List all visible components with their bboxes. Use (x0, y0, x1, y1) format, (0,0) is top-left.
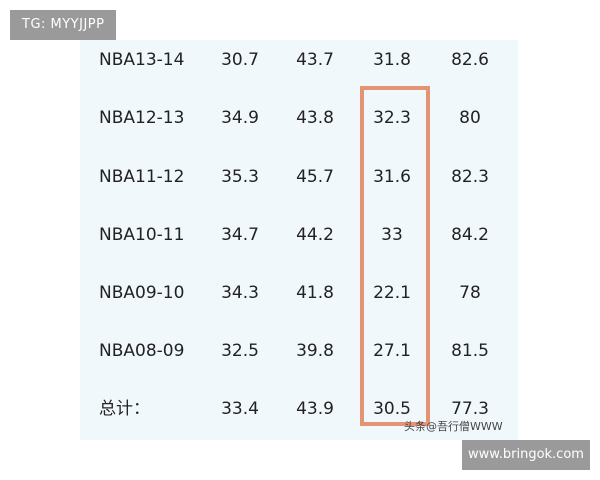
stat-col-3: 31.8 (373, 50, 411, 70)
stat-col-3: 31.6 (373, 167, 411, 187)
total-label: 总计： (99, 399, 150, 419)
stat-col-4: 81.5 (451, 341, 489, 361)
season-label: NBA09-10 (99, 283, 185, 303)
stat-col-3: 33 (381, 225, 403, 245)
stat-col-1: 34.9 (221, 108, 259, 128)
telegram-tag: TG: MYYJJPP (10, 10, 117, 40)
stat-col-4: 77.3 (451, 399, 489, 419)
season-label: NBA10-11 (99, 225, 185, 245)
stat-col-2: 43.7 (296, 50, 334, 70)
season-label: NBA08-09 (99, 341, 185, 361)
website-tag: www.bringok.com (462, 440, 590, 470)
stat-col-3: 22.1 (373, 283, 411, 303)
table-row: NBA13-14 30.7 43.7 31.8 82.6 (80, 40, 518, 80)
stat-col-1: 34.3 (221, 283, 259, 303)
stat-col-1: 33.4 (221, 399, 259, 419)
stat-col-2: 44.2 (296, 225, 334, 245)
season-label: NBA12-13 (99, 108, 185, 128)
column-highlight-box (360, 86, 430, 426)
table-row-total: 总计： 33.4 43.9 30.5 77.3 (80, 389, 518, 429)
stat-col-2: 41.8 (296, 283, 334, 303)
stat-col-2: 45.7 (296, 167, 334, 187)
stat-col-2: 43.8 (296, 108, 334, 128)
stat-col-3: 30.5 (373, 399, 411, 419)
table-row: NBA10-11 34.7 44.2 33 84.2 (80, 215, 518, 255)
stat-col-3: 27.1 (373, 341, 411, 361)
stat-col-4: 78 (459, 283, 481, 303)
table-row: NBA12-13 34.9 43.8 32.3 80 (80, 98, 518, 138)
stat-col-4: 84.2 (451, 225, 489, 245)
stat-col-3: 32.3 (373, 108, 411, 128)
stat-col-2: 39.8 (296, 341, 334, 361)
stat-col-4: 80 (459, 108, 481, 128)
season-label: NBA11-12 (99, 167, 185, 187)
stat-col-1: 30.7 (221, 50, 259, 70)
season-label: NBA13-14 (99, 50, 185, 70)
stat-col-4: 82.3 (451, 167, 489, 187)
stat-col-4: 82.6 (451, 50, 489, 70)
stats-table-panel (80, 40, 518, 440)
table-row: NBA08-09 32.5 39.8 27.1 81.5 (80, 331, 518, 371)
table-row: NBA11-12 35.3 45.7 31.6 82.3 (80, 157, 518, 197)
watermark-text: 头条@吾行僧WWW (404, 420, 503, 433)
stat-col-1: 35.3 (221, 167, 259, 187)
stat-col-1: 34.7 (221, 225, 259, 245)
stat-col-1: 32.5 (221, 341, 259, 361)
stat-col-2: 43.9 (296, 399, 334, 419)
table-row: NBA09-10 34.3 41.8 22.1 78 (80, 273, 518, 313)
